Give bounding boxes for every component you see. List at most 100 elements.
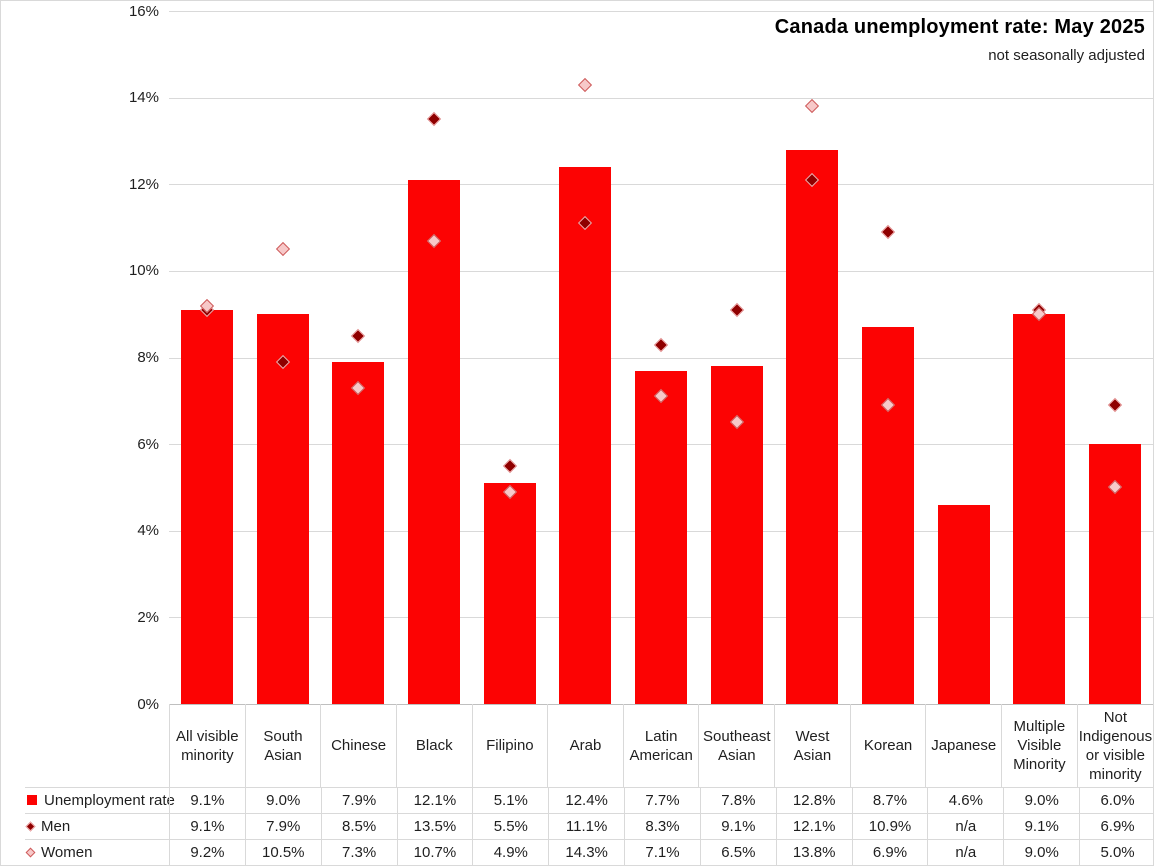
y-axis-tick-label: 2%	[137, 608, 159, 626]
men-marker-southeast-asian	[729, 302, 744, 317]
series-label-cell-unemployment-rate: Unemployment rate	[1, 787, 175, 813]
men-marker-not-indigenous-or-visible-minority	[1108, 398, 1123, 413]
bar-japanese	[937, 504, 990, 704]
bar-black	[407, 179, 460, 704]
value-women-black: 10.7%	[396, 839, 473, 865]
men-marker-latin-american	[653, 337, 669, 352]
category-label-southeast-asian: Southeast Asian	[698, 704, 774, 787]
gridline	[169, 184, 1153, 186]
value-unemployment-rate-korean: 8.7%	[851, 787, 928, 813]
category-label-arab: Arab	[547, 704, 623, 787]
gridline	[169, 97, 1153, 99]
men-marker-korean	[880, 224, 896, 239]
value-men-filipino: 5.5%	[472, 813, 548, 839]
plot-area	[169, 11, 1153, 705]
y-axis-tick-label: 12%	[128, 175, 159, 193]
y-axis-tick-label: 14%	[128, 89, 159, 107]
y-axis-tick-label: 8%	[137, 349, 159, 366]
bar-west-asian	[786, 149, 839, 704]
y-axis-tick-label: 0%	[137, 695, 159, 713]
bar-all-visible-minority	[180, 309, 233, 704]
category-label-all-visible-minority: All visible minority	[169, 704, 245, 787]
category-label-latin-american: Latin American	[622, 704, 699, 787]
value-unemployment-rate-southeast-asian: 7.8%	[699, 787, 776, 813]
table-row-men: Men 9.1% 7.9% 8.5% 13.5% 5.5% 11.1% 8.3% 9.1% 12.…	[1, 813, 1153, 839]
bar-korean	[862, 327, 915, 704]
x-axis-line	[169, 704, 1153, 705]
category-label-chinese: Chinese	[320, 704, 396, 787]
value-women-southeast-asian: 6.5%	[699, 839, 776, 865]
women-marker-south-asian	[275, 242, 290, 257]
value-unemployment-rate-chinese: 7.9%	[320, 787, 397, 813]
category-label-black: Black	[395, 704, 472, 787]
men-marker-black	[426, 112, 441, 127]
bar-chinese	[332, 361, 385, 704]
bar-arab	[559, 166, 612, 704]
category-label-south-asian: South Asian	[244, 704, 321, 787]
category-label-japanese: Japanese	[925, 704, 1001, 787]
value-men-west-asian: 12.1%	[775, 813, 852, 839]
value-women-chinese: 7.3%	[320, 839, 397, 865]
value-men-latin-american: 8.3%	[624, 813, 700, 839]
value-unemployment-rate-filipino: 5.1%	[472, 787, 548, 813]
value-women-all-visible-minority: 9.2%	[169, 839, 245, 865]
x-axis-category-labels: All visible minority South Asian Chinese Bl…	[169, 704, 1153, 787]
bar-latin-american	[635, 370, 687, 704]
series-label-cell-women: Women	[1, 839, 169, 865]
table-row-women: Women 9.2% 10.5% 7.3% 10.7% 4.9% 14.3% 7.1% 6.5%…	[1, 839, 1153, 865]
women-legend-key	[25, 847, 36, 857]
value-unemployment-rate-arab: 12.4%	[548, 787, 624, 813]
unemployment-rate-legend-key	[27, 795, 37, 805]
series-label-women: Women	[41, 843, 93, 861]
value-unemployment-rate-south-asian: 9.0%	[244, 787, 321, 813]
value-women-multiple-visible-minority: 9.0%	[1003, 839, 1079, 865]
value-women-west-asian: 13.8%	[775, 839, 852, 865]
value-unemployment-rate-black: 12.1%	[396, 787, 473, 813]
series-label-unemployment-rate: Unemployment rate	[44, 791, 175, 809]
series-label-cell-men: Men	[1, 813, 169, 839]
value-women-arab: 14.3%	[548, 839, 624, 865]
value-women-latin-american: 7.1%	[624, 839, 700, 865]
chart-subtitle: not seasonally adjusted	[988, 47, 1145, 64]
value-women-not-indigenous-or-visible-minority: 5.0%	[1079, 839, 1153, 865]
series-label-men: Men	[41, 817, 71, 835]
y-axis-tick-label: 4%	[137, 522, 159, 540]
category-label-not-indigenous-or-visible-minority: Not Indigenous or visible minority	[1076, 704, 1153, 787]
men-marker-filipino	[502, 458, 517, 473]
value-women-korean: 6.9%	[851, 839, 928, 865]
value-unemployment-rate-multiple-visible-minority: 9.0%	[1003, 787, 1079, 813]
y-axis-tick-label: 16%	[128, 2, 159, 20]
value-men-chinese: 8.5%	[320, 813, 397, 839]
value-men-arab: 11.1%	[548, 813, 624, 839]
bar-south-asian	[256, 314, 309, 704]
men-legend-key	[25, 821, 36, 831]
value-unemployment-rate-latin-american: 7.7%	[624, 787, 700, 813]
chart-title: Canada unemployment rate: May 2025	[774, 16, 1145, 38]
value-unemployment-rate-all-visible-minority: 9.1%	[169, 787, 245, 813]
category-label-filipino: Filipino	[471, 704, 548, 787]
value-men-southeast-asian: 9.1%	[699, 813, 776, 839]
women-marker-west-asian	[805, 99, 820, 114]
value-men-korean: 10.9%	[851, 813, 928, 839]
gridline	[169, 270, 1153, 272]
category-label-west-asian: West Asian	[774, 704, 850, 787]
value-women-filipino: 4.9%	[472, 839, 548, 865]
value-men-not-indigenous-or-visible-minority: 6.9%	[1079, 813, 1153, 839]
value-unemployment-rate-west-asian: 12.8%	[775, 787, 852, 813]
value-men-all-visible-minority: 9.1%	[169, 813, 245, 839]
value-unemployment-rate-japanese: 4.6%	[927, 787, 1003, 813]
value-men-south-asian: 7.9%	[244, 813, 321, 839]
y-axis-tick-label: 6%	[137, 435, 159, 453]
men-marker-chinese	[351, 328, 366, 343]
value-men-japanese: n/a	[927, 813, 1003, 839]
women-marker-arab	[578, 77, 593, 92]
value-unemployment-rate-not-indigenous-or-visible-minority: 6.0%	[1079, 787, 1153, 813]
y-axis-tick-label: 10%	[128, 262, 159, 280]
value-women-south-asian: 10.5%	[244, 839, 321, 865]
bar-multiple-visible-minority	[1013, 314, 1066, 704]
value-men-black: 13.5%	[396, 813, 473, 839]
bar-filipino	[483, 483, 536, 704]
category-label-multiple-visible-minority: Multiple Visible Minority	[1001, 704, 1077, 787]
table-row-unemployment-rate: Unemployment rate 9.1% 9.0% 7.9% 12.1% 5.1% 12…	[1, 787, 1153, 813]
